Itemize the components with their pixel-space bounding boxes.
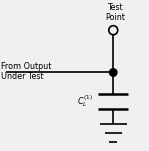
Text: Test
Point: Test Point — [105, 3, 125, 22]
Text: From Output
Under Test: From Output Under Test — [1, 62, 52, 81]
Circle shape — [110, 69, 117, 76]
Text: $C_L^{(1)}$: $C_L^{(1)}$ — [77, 93, 93, 109]
Circle shape — [109, 26, 118, 35]
